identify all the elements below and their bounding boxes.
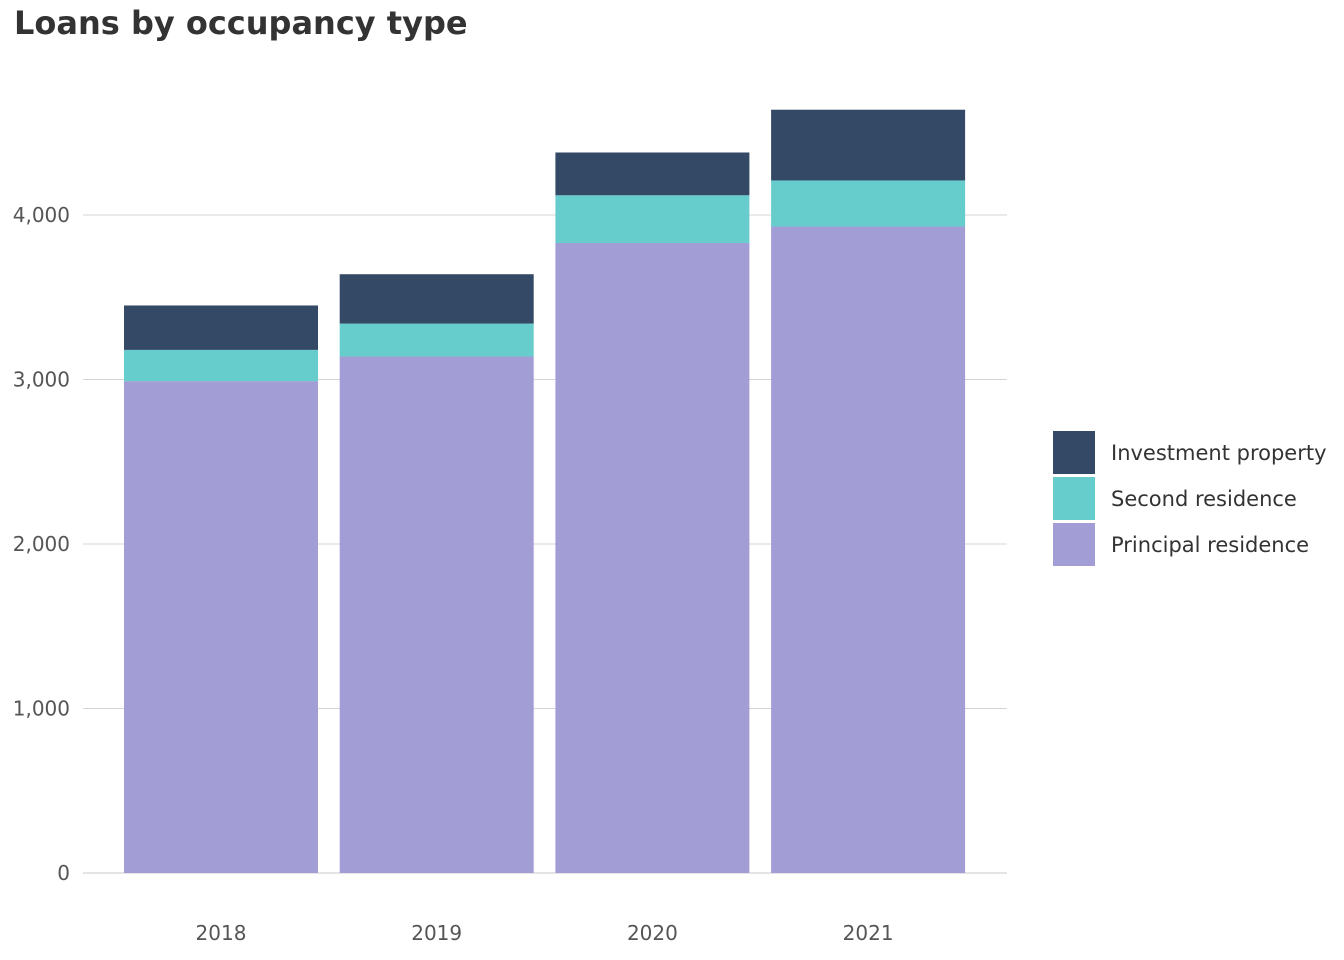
legend-swatch-second-residence: [1053, 477, 1095, 520]
y-axis-tick-labels: 0 1,000 2,000 3,000 4,000: [13, 203, 70, 885]
x-tick-label: 2021: [843, 921, 894, 945]
y-tick-label: 3,000: [13, 368, 70, 392]
bar-2018-principal-residence[interactable]: [124, 381, 318, 873]
x-tick-label: 2019: [411, 921, 462, 945]
bar-2021-second-residence[interactable]: [771, 180, 966, 227]
legend-swatch-principal-residence: [1053, 523, 1095, 566]
legend-swatch-investment-property: [1053, 431, 1095, 474]
y-tick-label: 4,000: [13, 203, 70, 227]
bar-2020-second-residence[interactable]: [555, 195, 750, 243]
bar-2018-second-residence[interactable]: [124, 349, 318, 382]
chart-title: Loans by occupancy type: [14, 4, 468, 42]
x-axis-tick-labels: 2018 2019 2020 2021: [196, 921, 894, 945]
legend-item-second-residence[interactable]: Second residence: [1053, 477, 1327, 520]
legend-label-principal-residence: Principal residence: [1111, 532, 1310, 557]
bar-2019-principal-residence[interactable]: [339, 356, 534, 874]
bar-2020-investment-property[interactable]: [555, 152, 750, 196]
bar-2021-principal-residence[interactable]: [771, 226, 966, 873]
legend-item-investment-property[interactable]: Investment property: [1053, 431, 1327, 474]
bar-2019-investment-property[interactable]: [339, 274, 534, 324]
bar-2018-investment-property[interactable]: [124, 305, 318, 350]
bar-2021-investment-property[interactable]: [771, 109, 966, 181]
bar-2019-second-residence[interactable]: [339, 323, 534, 357]
legend: Investment property Second residence Pri…: [1053, 431, 1327, 569]
y-tick-label: 0: [57, 861, 70, 885]
legend-label-investment-property: Investment property: [1111, 440, 1327, 465]
y-tick-label: 1,000: [13, 697, 70, 721]
legend-label-second-residence: Second residence: [1111, 486, 1297, 511]
x-tick-label: 2018: [196, 921, 247, 945]
x-tick-label: 2020: [627, 921, 678, 945]
legend-item-principal-residence[interactable]: Principal residence: [1053, 523, 1327, 566]
bars: [124, 109, 966, 874]
y-tick-label: 2,000: [13, 532, 70, 556]
bar-2020-principal-residence[interactable]: [555, 242, 750, 874]
